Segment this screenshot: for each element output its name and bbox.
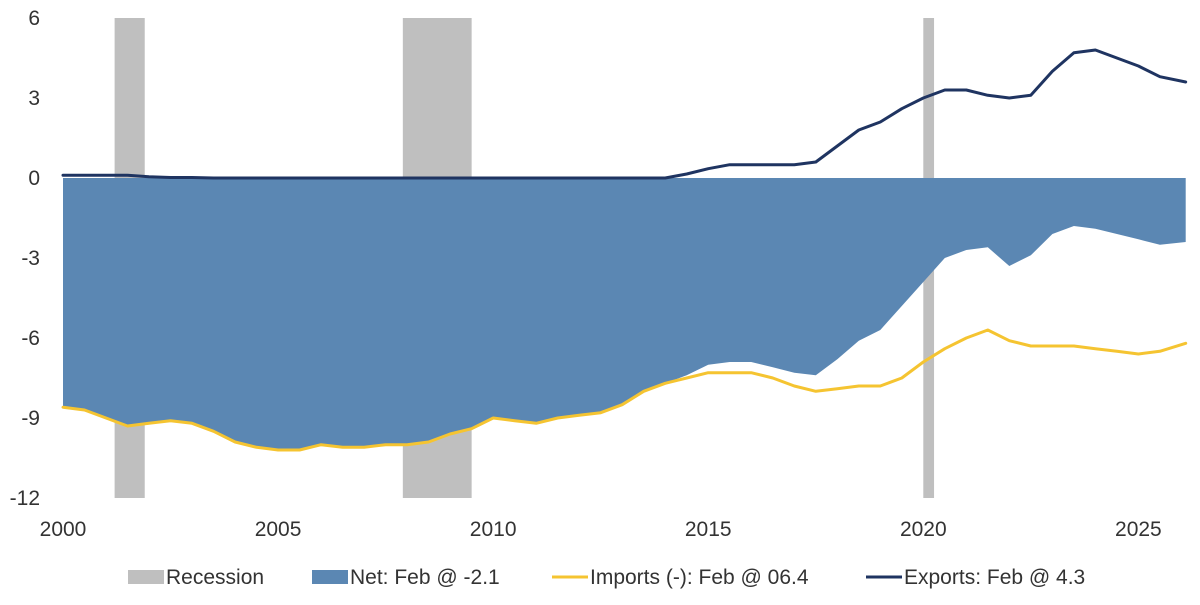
- y-tick-label: 3: [28, 87, 40, 110]
- x-tick-label: 2020: [900, 518, 947, 541]
- y-tick-label: -12: [10, 487, 40, 510]
- exports-line: [61, 48, 1188, 180]
- x-axis-ticks: 2000 2005 2010 2015 2020 2025: [40, 518, 1162, 541]
- imports-line: [61, 328, 1188, 452]
- legend: Recession Net: Feb @ -2.1 Imports (-): Feb…: [128, 566, 1085, 589]
- legend-label-3: Imports (-): Feb @ 06.4: [590, 566, 809, 589]
- legend-label-1: Recession: [166, 566, 264, 589]
- x-tick-label: 2025: [1115, 518, 1162, 541]
- x-tick-label: 2005: [255, 518, 302, 541]
- series-lines-group: [61, 48, 1188, 452]
- x-tick-label: 2015: [685, 518, 732, 541]
- net-area-group: [63, 178, 1186, 450]
- y-tick-label: 0: [28, 167, 40, 190]
- legend-label-2: Net: Feb @ -2.1: [350, 566, 500, 589]
- y-tick-label: -6: [21, 327, 40, 350]
- x-tick-label: 2010: [470, 518, 517, 541]
- y-tick-label: 6: [28, 7, 40, 30]
- legend-swatch-1: [128, 570, 164, 584]
- y-tick-label: -3: [21, 247, 40, 270]
- legend-label-4: Exports: Feb @ 4.3: [904, 566, 1085, 589]
- y-tick-label: -9: [21, 407, 40, 430]
- legend-swatch-2: [312, 570, 348, 584]
- net-area: [63, 178, 1186, 450]
- x-tick-label: 2000: [40, 518, 87, 541]
- y-axis-ticks: 6 3 0 -3 -6 -9 -12: [10, 7, 40, 510]
